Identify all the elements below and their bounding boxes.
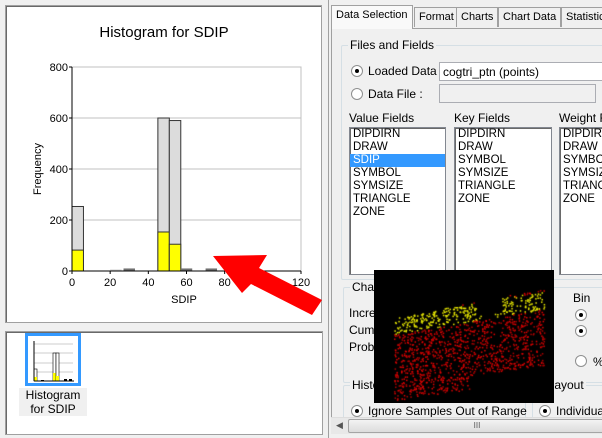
horizontal-scrollbar[interactable]: ◀ III — [331, 417, 602, 434]
scrollbar-thumb[interactable]: III — [348, 419, 602, 433]
list-item[interactable]: TRIANGLE — [353, 193, 411, 205]
red-arrow-icon — [213, 255, 322, 315]
x-tick-label: 80 — [219, 277, 231, 289]
value-fields-label: Value Fields — [349, 111, 415, 125]
loaded-data-radio[interactable] — [351, 65, 363, 77]
list-item[interactable]: ZONE — [458, 193, 490, 205]
thumbnail-label: Histogram for SDIP — [19, 388, 87, 416]
percent-radio[interactable] — [575, 355, 587, 367]
bin-label: Bin — [573, 291, 591, 305]
x-tick-label: 60 — [180, 277, 192, 289]
histogram-bar — [123, 268, 135, 271]
list-item[interactable]: SYMBOL — [563, 154, 602, 166]
x-tick-label: 40 — [142, 277, 154, 289]
loaded-data-field[interactable]: cogtri_ptn (points) — [439, 62, 602, 81]
list-item[interactable]: SYMBOL — [353, 167, 401, 179]
list-item[interactable]: ZONE — [353, 206, 385, 218]
point-cloud-preview-image — [374, 270, 554, 403]
list-item[interactable]: DRAW — [353, 141, 388, 153]
scroll-left-arrow-icon[interactable]: ◀ — [336, 420, 343, 430]
data-file-field[interactable] — [439, 84, 596, 103]
data-file-radio[interactable] — [351, 88, 363, 100]
x-tick-label: 20 — [104, 277, 116, 289]
x-axis-label: SDIP — [171, 294, 197, 306]
thumbnail-chart-icon — [33, 341, 74, 382]
cumulative-bin-radio[interactable] — [575, 325, 587, 337]
chart-title: Histogram for SDIP — [99, 24, 228, 41]
ignore-samples-label: Ignore Samples Out of Range — [368, 404, 527, 418]
percent-label: % — [593, 355, 602, 369]
list-item[interactable]: TRIANGLE — [563, 180, 602, 192]
highlight-bar — [168, 243, 182, 272]
y-tick-label: 800 — [50, 62, 68, 74]
individual-label: Individual — [556, 404, 602, 418]
key-fields-list[interactable]: DIPDIRN DRAW SYMBOL SYMSIZE TRIANGLE ZONE — [454, 127, 552, 275]
tab-charts[interactable]: Charts — [456, 7, 499, 27]
chart-panel: Histogram for SDIP 0 200 400 600 800 0 20 40 60 80… — [5, 5, 322, 323]
y-tick-label: 0 — [62, 266, 68, 278]
tab-statistics[interactable]: Statistic — [561, 7, 602, 27]
histogram-bar — [205, 268, 218, 271]
y-tick-label: 600 — [50, 113, 68, 125]
list-item[interactable]: DIPDIRN — [353, 128, 401, 140]
tab-format[interactable]: Format — [414, 7, 459, 27]
histogram-bar — [110, 269, 122, 271]
cumulative-label: Cumu — [349, 323, 382, 337]
thumbnail-panel: Histogram for SDIP — [5, 331, 323, 435]
list-item[interactable]: SYMSIZE — [353, 180, 404, 192]
key-fields-label: Key Fields — [454, 111, 511, 125]
y-tick-label: 200 — [50, 215, 68, 227]
list-item[interactable]: DIPDIRN — [563, 128, 602, 140]
highlight-bar — [157, 231, 170, 272]
x-tick-label: 120 — [292, 277, 310, 289]
thumbnail-histogram[interactable] — [25, 333, 81, 386]
y-axis-label: Frequency — [32, 143, 44, 195]
list-item[interactable]: TRIANGLE — [458, 180, 516, 192]
list-item[interactable]: SYMSIZE — [563, 167, 602, 179]
tab-data-selection[interactable]: Data Selection — [331, 5, 413, 29]
list-item[interactable]: SDIP — [350, 154, 445, 167]
incremental-bin-radio[interactable] — [575, 309, 587, 321]
loaded-data-label: Loaded Data : — [368, 64, 444, 78]
individual-radio[interactable] — [539, 405, 551, 417]
highlight-bar — [71, 249, 84, 272]
ignore-samples-radio[interactable] — [351, 405, 363, 417]
tab-chart-data[interactable]: Chart Data — [498, 7, 562, 27]
y-tick-label: 400 — [50, 164, 68, 176]
histogram-bar — [180, 268, 193, 271]
probability-label: Proba — [349, 340, 382, 354]
data-file-label: Data File : — [368, 87, 423, 101]
list-item[interactable]: DRAW — [563, 141, 598, 153]
value-fields-list[interactable]: DIPDIRN DRAW SDIP SYMBOL SYMSIZE TRIANGLE ZONE — [349, 127, 446, 275]
weight-fields-label: Weight Fi — [559, 111, 602, 125]
list-item[interactable]: DRAW — [458, 141, 493, 153]
list-item[interactable]: DIPDIRN — [458, 128, 506, 140]
x-tick-label: 0 — [69, 277, 75, 289]
list-item[interactable]: ZONE — [563, 193, 595, 205]
list-item[interactable]: SYMSIZE — [458, 167, 509, 179]
list-item[interactable]: SYMBOL — [458, 154, 506, 166]
